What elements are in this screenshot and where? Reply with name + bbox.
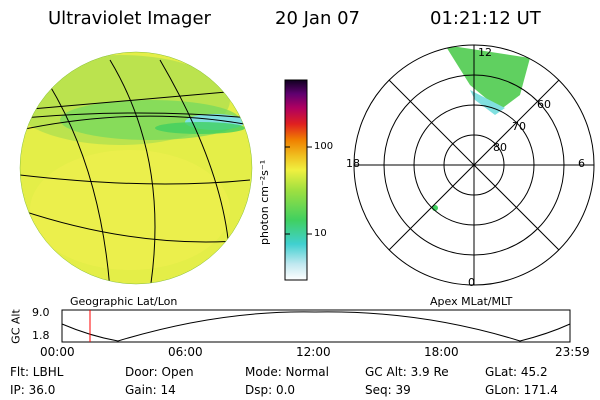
colorbar-tick: 10 (314, 228, 327, 239)
mode-info: Mode: Normal (245, 365, 329, 379)
lat-label-80: 80 (493, 141, 507, 154)
time-label: 01:21:12 UT (430, 8, 541, 29)
colorbar-tick: 100 (314, 141, 334, 152)
mlt-label-18: 18 (346, 157, 360, 170)
instrument-title: Ultraviolet Imager (48, 8, 211, 29)
geo-label: Geographic Lat/Lon (70, 295, 178, 308)
door-info: Door: Open (125, 365, 194, 379)
filter-info: Flt: LBHL (10, 365, 64, 379)
lat-label-60: 60 (537, 98, 551, 111)
x-tick: 00:00 (40, 345, 75, 359)
glat-info: GLat: 45.2 (485, 365, 548, 379)
ip-info: IP: 36.0 (10, 383, 56, 397)
colorbar-unit-label: photon cm⁻²s⁻¹ (258, 159, 271, 245)
globe-image (19, 51, 253, 285)
dsp-info: Dsp: 0.0 (245, 383, 296, 397)
apex-label: Apex MLat/MLT (430, 295, 513, 308)
mlt-label-0: 0 (468, 276, 475, 289)
gc-alt-info: GC Alt: 3.9 Re (365, 365, 449, 379)
x-tick: 06:00 (168, 345, 203, 359)
colorbar (284, 79, 312, 281)
altitude-plot (61, 309, 571, 343)
mlt-label-12: 12 (478, 46, 492, 59)
altitude-max-label: 9.0 (32, 306, 50, 319)
altitude-min-label: 1.8 (32, 329, 50, 342)
polar-plot (353, 44, 595, 286)
mlt-label-6: 6 (578, 157, 585, 170)
x-tick: 23:59 (555, 345, 590, 359)
x-tick: 18:00 (424, 345, 459, 359)
gain-info: Gain: 14 (125, 383, 176, 397)
altitude-axis-label: GC Alt (9, 309, 23, 344)
lat-label-70: 70 (512, 120, 526, 133)
glon-info: GLon: 171.4 (485, 383, 558, 397)
date-label: 20 Jan 07 (275, 8, 360, 29)
x-tick: 12:00 (296, 345, 331, 359)
seq-info: Seq: 39 (365, 383, 411, 397)
